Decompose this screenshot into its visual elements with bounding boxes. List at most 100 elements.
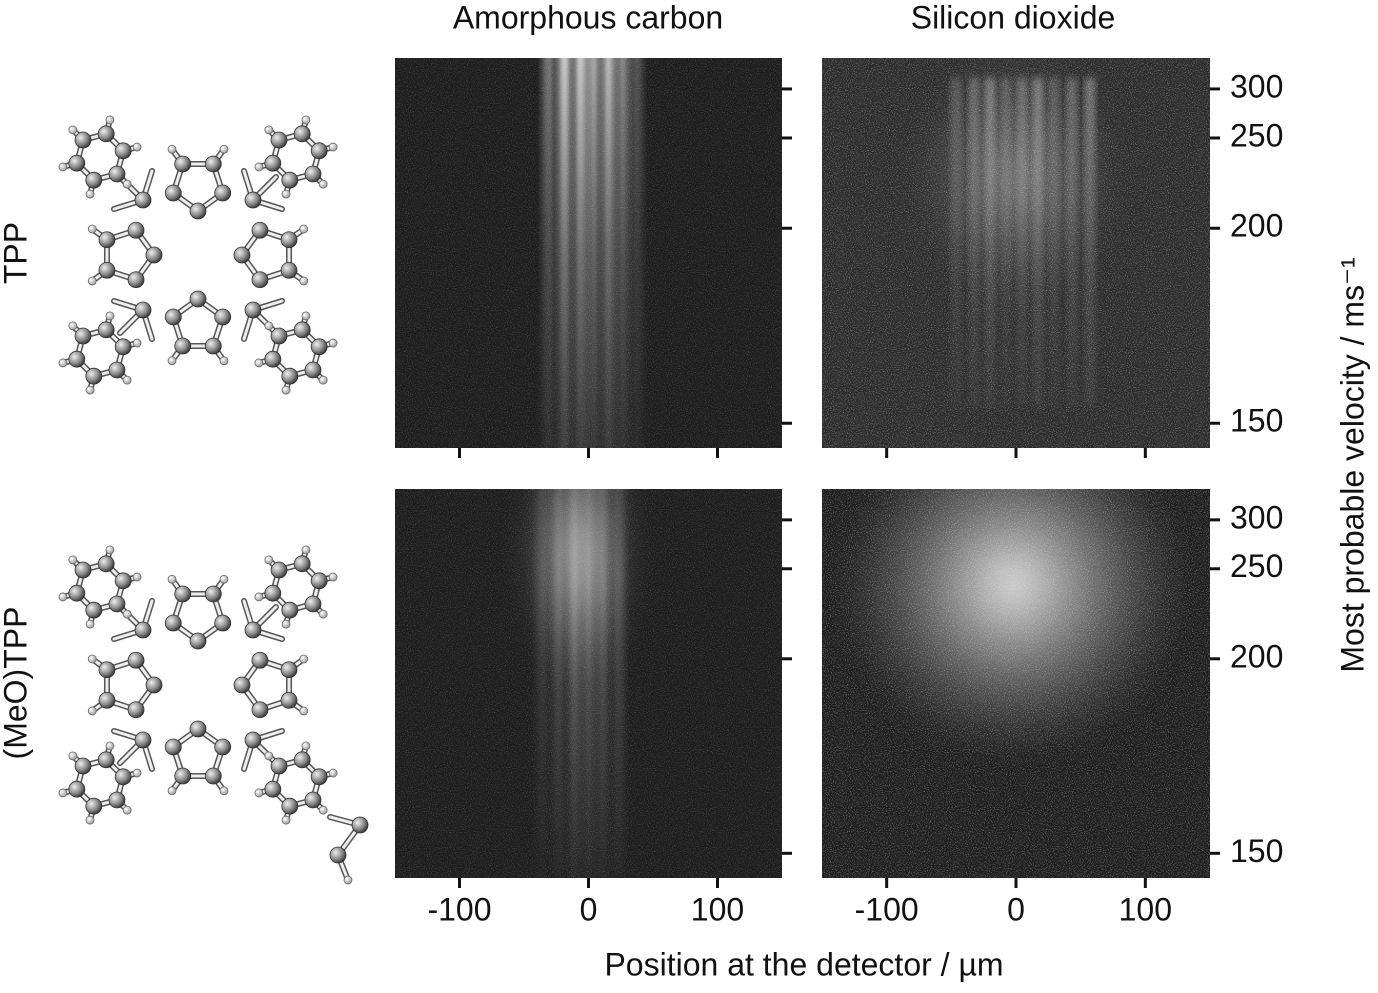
noise [822, 489, 1210, 878]
hydrogen [301, 311, 311, 321]
atom [251, 271, 269, 289]
atom [244, 301, 262, 319]
pattern [395, 489, 782, 878]
atom [145, 246, 163, 264]
atom [281, 601, 299, 619]
atom [214, 738, 232, 756]
atom [270, 131, 288, 149]
atom [264, 780, 282, 798]
atom [174, 585, 192, 603]
image-panel [395, 489, 782, 878]
hydrogen [318, 375, 328, 385]
hydrogen [68, 751, 78, 761]
atom [251, 701, 269, 719]
atom [204, 155, 222, 173]
hydrogen [85, 815, 95, 825]
y-tick-label: 300 [1230, 499, 1283, 535]
atom [134, 301, 152, 319]
hydrogen [219, 786, 229, 796]
hydrogen [122, 609, 132, 619]
atom [114, 572, 132, 590]
hydrogen [105, 741, 115, 751]
pattern [822, 58, 1210, 448]
hydrogen [281, 189, 291, 199]
atom [164, 308, 182, 326]
atom [189, 632, 207, 650]
hydrogen [167, 144, 177, 154]
hydrogen [264, 555, 274, 565]
noise [822, 58, 1210, 448]
atom [304, 595, 322, 613]
atom [270, 327, 288, 345]
image-panel [395, 58, 782, 448]
hydrogen [68, 555, 78, 565]
hydrogen [301, 545, 311, 555]
atom [174, 767, 192, 785]
atom [74, 561, 92, 579]
atom [114, 768, 132, 786]
atom [270, 757, 288, 775]
hydrogen [167, 574, 177, 584]
column-title: Silicon dioxide [911, 0, 1116, 35]
y-tick-label: 200 [1230, 638, 1283, 674]
noise [395, 58, 782, 448]
hydrogen [87, 706, 97, 716]
hydrogen [105, 311, 115, 321]
y-tick-label: 250 [1230, 117, 1283, 153]
atom [127, 221, 145, 239]
atom [114, 142, 132, 160]
hydrogen [328, 338, 338, 348]
atom [251, 221, 269, 239]
panels: 150 200 250 300 -100 0 100 -100 0 100 150 200 250 300 [395, 58, 1283, 927]
atom [304, 791, 322, 809]
hydrogen [58, 592, 68, 602]
atom [293, 751, 311, 769]
atom [108, 791, 126, 809]
hydrogen [301, 115, 311, 125]
atom [310, 338, 328, 356]
molecules [58, 115, 369, 885]
atom [189, 720, 207, 738]
atom [127, 651, 145, 669]
x-tick-label: 0 [1007, 891, 1025, 927]
atom [127, 701, 145, 719]
atom [97, 751, 115, 769]
hydrogen [85, 619, 95, 629]
hydrogen [299, 224, 309, 234]
atom [164, 738, 182, 756]
hydrogen [318, 805, 328, 815]
hydrogen [87, 224, 97, 234]
atom [145, 676, 163, 694]
atom [68, 584, 86, 602]
atom [85, 171, 103, 189]
atom [98, 691, 116, 709]
atom [189, 290, 207, 308]
hydrogen [122, 805, 132, 815]
atom [251, 651, 269, 669]
hydrogen [87, 654, 97, 664]
y-tick-label: 150 [1230, 403, 1283, 439]
y-tick-label: 300 [1230, 68, 1283, 104]
atom [68, 154, 86, 172]
hydrogen [254, 162, 264, 172]
hydrogen [58, 788, 68, 798]
hydrogen [328, 768, 338, 778]
atom [264, 154, 282, 172]
hydrogen [132, 142, 142, 152]
atom [98, 661, 116, 679]
atom [280, 261, 298, 279]
hydrogen [264, 125, 274, 135]
atom [233, 676, 251, 694]
hydrogen [122, 375, 132, 385]
atom [204, 337, 222, 355]
hydrogen [254, 358, 264, 368]
atom [270, 561, 288, 579]
atom [351, 816, 369, 834]
hydrogen [299, 654, 309, 664]
hydrogen [68, 125, 78, 135]
hydrogen [58, 358, 68, 368]
atom [134, 191, 152, 209]
column-title: Amorphous carbon [453, 0, 723, 35]
molecule [58, 115, 338, 395]
